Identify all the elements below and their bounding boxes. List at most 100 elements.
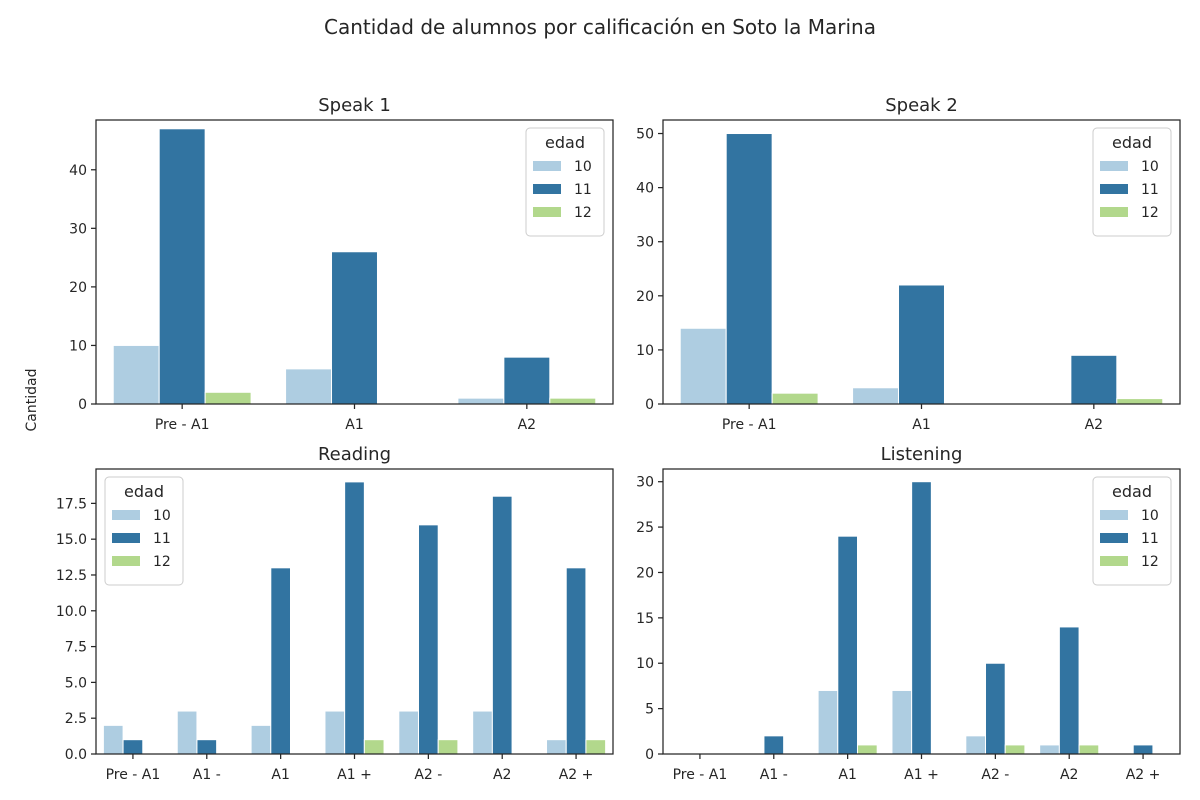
legend-label: 10: [574, 159, 592, 175]
legend-title: edad: [1112, 482, 1152, 501]
legend-label: 10: [1141, 159, 1159, 175]
figure-title: Cantidad de alumnos por calificación en …: [324, 15, 876, 39]
legend-swatch: [1100, 533, 1128, 543]
y-tick-label: 0: [645, 397, 654, 413]
y-tick-label: 0: [645, 747, 654, 763]
subplot-speak-1: Speak 1 0 10 20 30 40 Pre - A1 A1 A2 edad 10 11 12: [69, 95, 614, 433]
legend-label: 12: [574, 205, 592, 221]
bar: [437, 739, 459, 755]
x-tick-label: A1 -: [760, 767, 788, 783]
bar: [1039, 744, 1060, 755]
legend-label: 12: [153, 554, 171, 570]
legend-label: 11: [1141, 182, 1159, 198]
bar: [196, 739, 218, 755]
subplot-reading: Reading 0.0 2.5 5.0 7.5 10.0 12.5 15.0 17.5 Pre -…: [56, 444, 614, 783]
y-tick-label: 12.5: [56, 568, 87, 584]
x-tick-label: Pre - A1: [673, 767, 728, 783]
y-tick-label: 17.5: [56, 496, 87, 512]
bar: [324, 710, 346, 755]
legend-title: edad: [124, 482, 164, 501]
y-tick-label: 40: [69, 163, 87, 179]
bar: [472, 710, 493, 755]
legend-label: 11: [574, 182, 592, 198]
y-tick-label: 40: [636, 181, 654, 197]
legend-label: 10: [1141, 508, 1159, 524]
x-tick-label: A2: [1060, 767, 1078, 783]
subplot-title: Speak 2: [885, 95, 958, 116]
bar: [398, 710, 420, 755]
x-tick-label: A2: [518, 417, 536, 433]
y-tick-label: 10: [69, 338, 87, 354]
subplot-listening: Listening 0 5 10 15 20 25 30 Pre - A1 A1 - A1 A1 + A…: [636, 444, 1181, 783]
x-tick-label: A2: [493, 767, 511, 783]
bar: [1116, 398, 1164, 405]
y-tick-label: 30: [636, 475, 654, 491]
legend-swatch: [112, 533, 140, 543]
bar: [546, 739, 567, 755]
legend-swatch: [1100, 184, 1128, 194]
y-tick-label: 10: [636, 343, 654, 359]
x-tick-label: A2: [1085, 417, 1103, 433]
y-tick-label: 30: [69, 221, 87, 237]
bar: [763, 735, 785, 755]
bar: [285, 368, 333, 405]
x-tick-label: A2 -: [981, 767, 1009, 783]
x-tick-label: Pre - A1: [155, 417, 210, 433]
bar: [1078, 744, 1100, 755]
x-tick-label: A1: [271, 767, 289, 783]
bar: [852, 387, 900, 405]
y-tick-label: 30: [636, 235, 654, 251]
bar: [363, 739, 385, 755]
figure-ylabel: Cantidad: [24, 369, 40, 432]
bar: [491, 495, 513, 755]
y-tick-label: 10.0: [56, 604, 87, 620]
bar: [344, 481, 365, 755]
bar: [891, 689, 913, 755]
bar: [1004, 744, 1026, 755]
legend-title: edad: [545, 133, 585, 152]
legend-swatch: [533, 184, 561, 194]
bar: [102, 724, 124, 755]
bar: [965, 735, 987, 755]
bar: [817, 689, 839, 755]
legend: edad 10 11 12: [1092, 127, 1172, 237]
legend: edad 10 11 12: [1092, 476, 1172, 586]
x-tick-label: A2 +: [559, 767, 594, 783]
y-tick-label: 15.0: [56, 532, 87, 548]
y-tick-label: 20: [636, 289, 654, 305]
legend-label: 11: [1141, 531, 1159, 547]
y-tick-label: 7.5: [65, 640, 87, 656]
legend-swatch: [112, 510, 140, 520]
y-tick-label: 0: [78, 397, 87, 413]
y-tick-label: 25: [636, 520, 654, 536]
y-tick-label: 50: [636, 127, 654, 143]
bar: [898, 284, 945, 405]
legend-title: edad: [1112, 133, 1152, 152]
bar: [204, 391, 252, 405]
bar: [549, 397, 597, 405]
bar: [176, 710, 198, 755]
bar: [457, 397, 505, 405]
subplot-title: Listening: [881, 444, 963, 465]
legend-swatch: [112, 556, 140, 566]
legend-swatch: [1100, 510, 1128, 520]
y-tick-label: 15: [636, 611, 654, 627]
subplot-title: Speak 1: [318, 95, 391, 116]
bar: [331, 251, 378, 405]
legend-swatch: [533, 161, 561, 171]
y-tick-label: 0.0: [65, 747, 87, 763]
bar: [837, 535, 858, 755]
x-tick-label: A1: [345, 417, 363, 433]
subplot-title: Reading: [318, 444, 391, 465]
bar: [679, 327, 727, 405]
y-tick-label: 20: [69, 280, 87, 296]
bar: [112, 344, 160, 405]
bar: [418, 524, 439, 755]
x-tick-label: A1 -: [193, 767, 221, 783]
bar: [1132, 744, 1154, 755]
bar: [270, 567, 291, 755]
bar: [911, 481, 932, 755]
y-tick-label: 20: [636, 565, 654, 581]
